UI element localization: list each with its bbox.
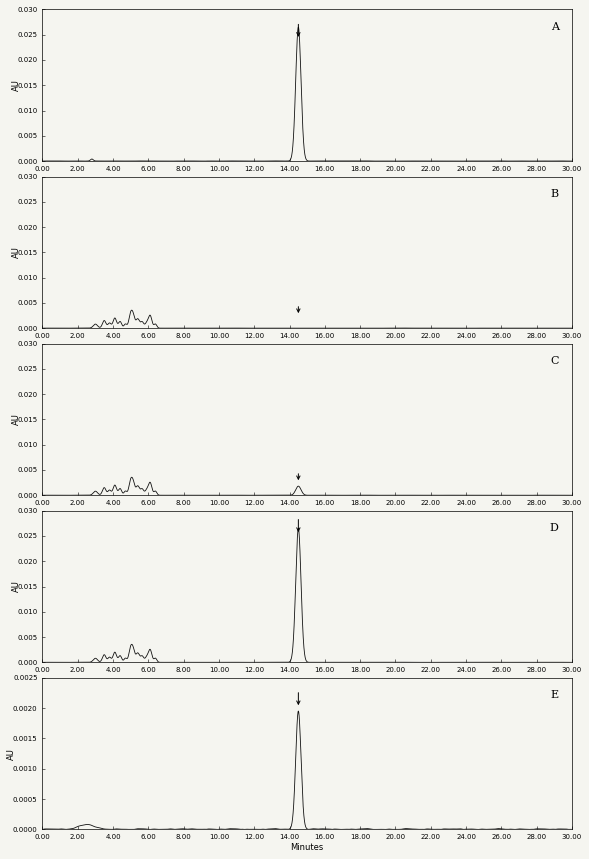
- Text: A: A: [551, 21, 559, 32]
- Y-axis label: AU: AU: [11, 413, 21, 425]
- Text: B: B: [551, 189, 559, 198]
- Y-axis label: AU: AU: [11, 79, 21, 91]
- Text: D: D: [550, 523, 559, 533]
- Y-axis label: AU: AU: [7, 747, 16, 759]
- Y-axis label: AU: AU: [11, 581, 21, 593]
- X-axis label: Minutes: Minutes: [290, 843, 324, 852]
- Text: E: E: [551, 690, 559, 700]
- Y-axis label: AU: AU: [11, 247, 21, 259]
- Text: C: C: [550, 356, 559, 366]
